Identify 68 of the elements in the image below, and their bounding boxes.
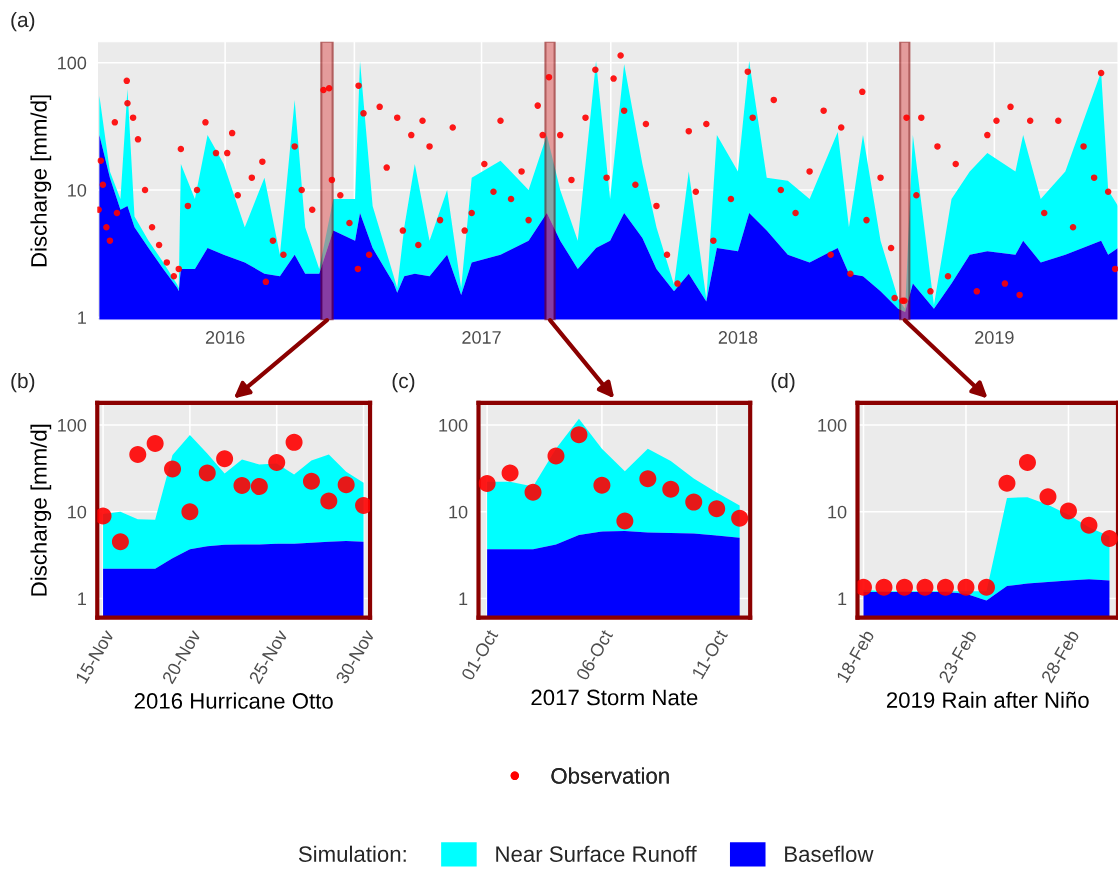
x-tick-label: 2019 bbox=[975, 331, 1014, 344]
point bbox=[111, 533, 129, 551]
point bbox=[957, 578, 975, 596]
point bbox=[320, 492, 338, 510]
y-axis-title: Discharge [mm/d] bbox=[30, 95, 52, 267]
point bbox=[639, 470, 657, 488]
point bbox=[198, 464, 216, 482]
point bbox=[1039, 488, 1057, 506]
y-tick-label: 100 bbox=[58, 418, 87, 432]
x-tick-label: 2016 bbox=[205, 331, 245, 344]
y-tick-label: 100 bbox=[439, 418, 468, 432]
chart-title: (c) bbox=[392, 372, 415, 393]
y-tick-label: 1 bbox=[459, 592, 468, 605]
point bbox=[250, 478, 268, 496]
point bbox=[593, 476, 611, 494]
x-tick-label: 2018 bbox=[718, 331, 758, 344]
point bbox=[146, 435, 164, 453]
point bbox=[181, 503, 199, 521]
point bbox=[285, 433, 303, 451]
point bbox=[547, 447, 565, 465]
point bbox=[708, 500, 726, 518]
y-tick-label: 1 bbox=[78, 592, 86, 605]
point bbox=[616, 512, 634, 530]
point bbox=[875, 578, 893, 596]
point bbox=[355, 496, 371, 514]
point bbox=[895, 578, 913, 596]
x-axis-title: 2019 Rain after Niño bbox=[886, 691, 1089, 708]
y-tick-label: 1 bbox=[78, 311, 86, 324]
point bbox=[731, 509, 749, 527]
point bbox=[936, 578, 954, 596]
point bbox=[1100, 530, 1118, 548]
point bbox=[570, 426, 588, 444]
y-tick-label: 10 bbox=[68, 183, 87, 197]
chart-title: (b) bbox=[11, 372, 35, 393]
x-tick-label: 2017 bbox=[462, 331, 501, 344]
point bbox=[662, 480, 680, 498]
x-axis-title: 2016 Hurricane Otto bbox=[134, 692, 333, 709]
point bbox=[1059, 502, 1077, 520]
y-tick-label: 10 bbox=[68, 505, 87, 519]
x-axis-title: 2017 Storm Nate bbox=[531, 689, 698, 706]
point bbox=[916, 578, 934, 596]
point bbox=[1080, 516, 1098, 534]
point bbox=[1018, 454, 1036, 472]
point bbox=[268, 453, 286, 471]
point bbox=[129, 445, 147, 463]
y-tick-label: 10 bbox=[828, 505, 847, 519]
legend-label: Near Surface Runoff bbox=[496, 845, 697, 862]
point bbox=[998, 474, 1016, 492]
y-tick-label: 100 bbox=[818, 418, 847, 432]
point bbox=[216, 450, 234, 468]
point bbox=[977, 578, 995, 596]
point bbox=[337, 476, 355, 494]
point bbox=[685, 493, 703, 511]
chart-title: (a) bbox=[11, 11, 35, 32]
y-tick-label: 1 bbox=[838, 592, 847, 605]
chart-title: (d) bbox=[771, 372, 795, 393]
legend-title: Simulation: bbox=[298, 845, 406, 862]
legend-label: Observation bbox=[551, 767, 669, 784]
point bbox=[302, 472, 320, 490]
point bbox=[164, 460, 182, 478]
point bbox=[524, 483, 542, 501]
point bbox=[233, 477, 251, 495]
y-tick-label: 10 bbox=[449, 505, 468, 519]
point bbox=[501, 464, 519, 482]
point bbox=[478, 474, 496, 492]
legend-label: Baseflow bbox=[785, 845, 874, 862]
y-axis-title: Discharge [mm/d] bbox=[30, 424, 52, 596]
y-tick-label: 100 bbox=[58, 56, 87, 70]
